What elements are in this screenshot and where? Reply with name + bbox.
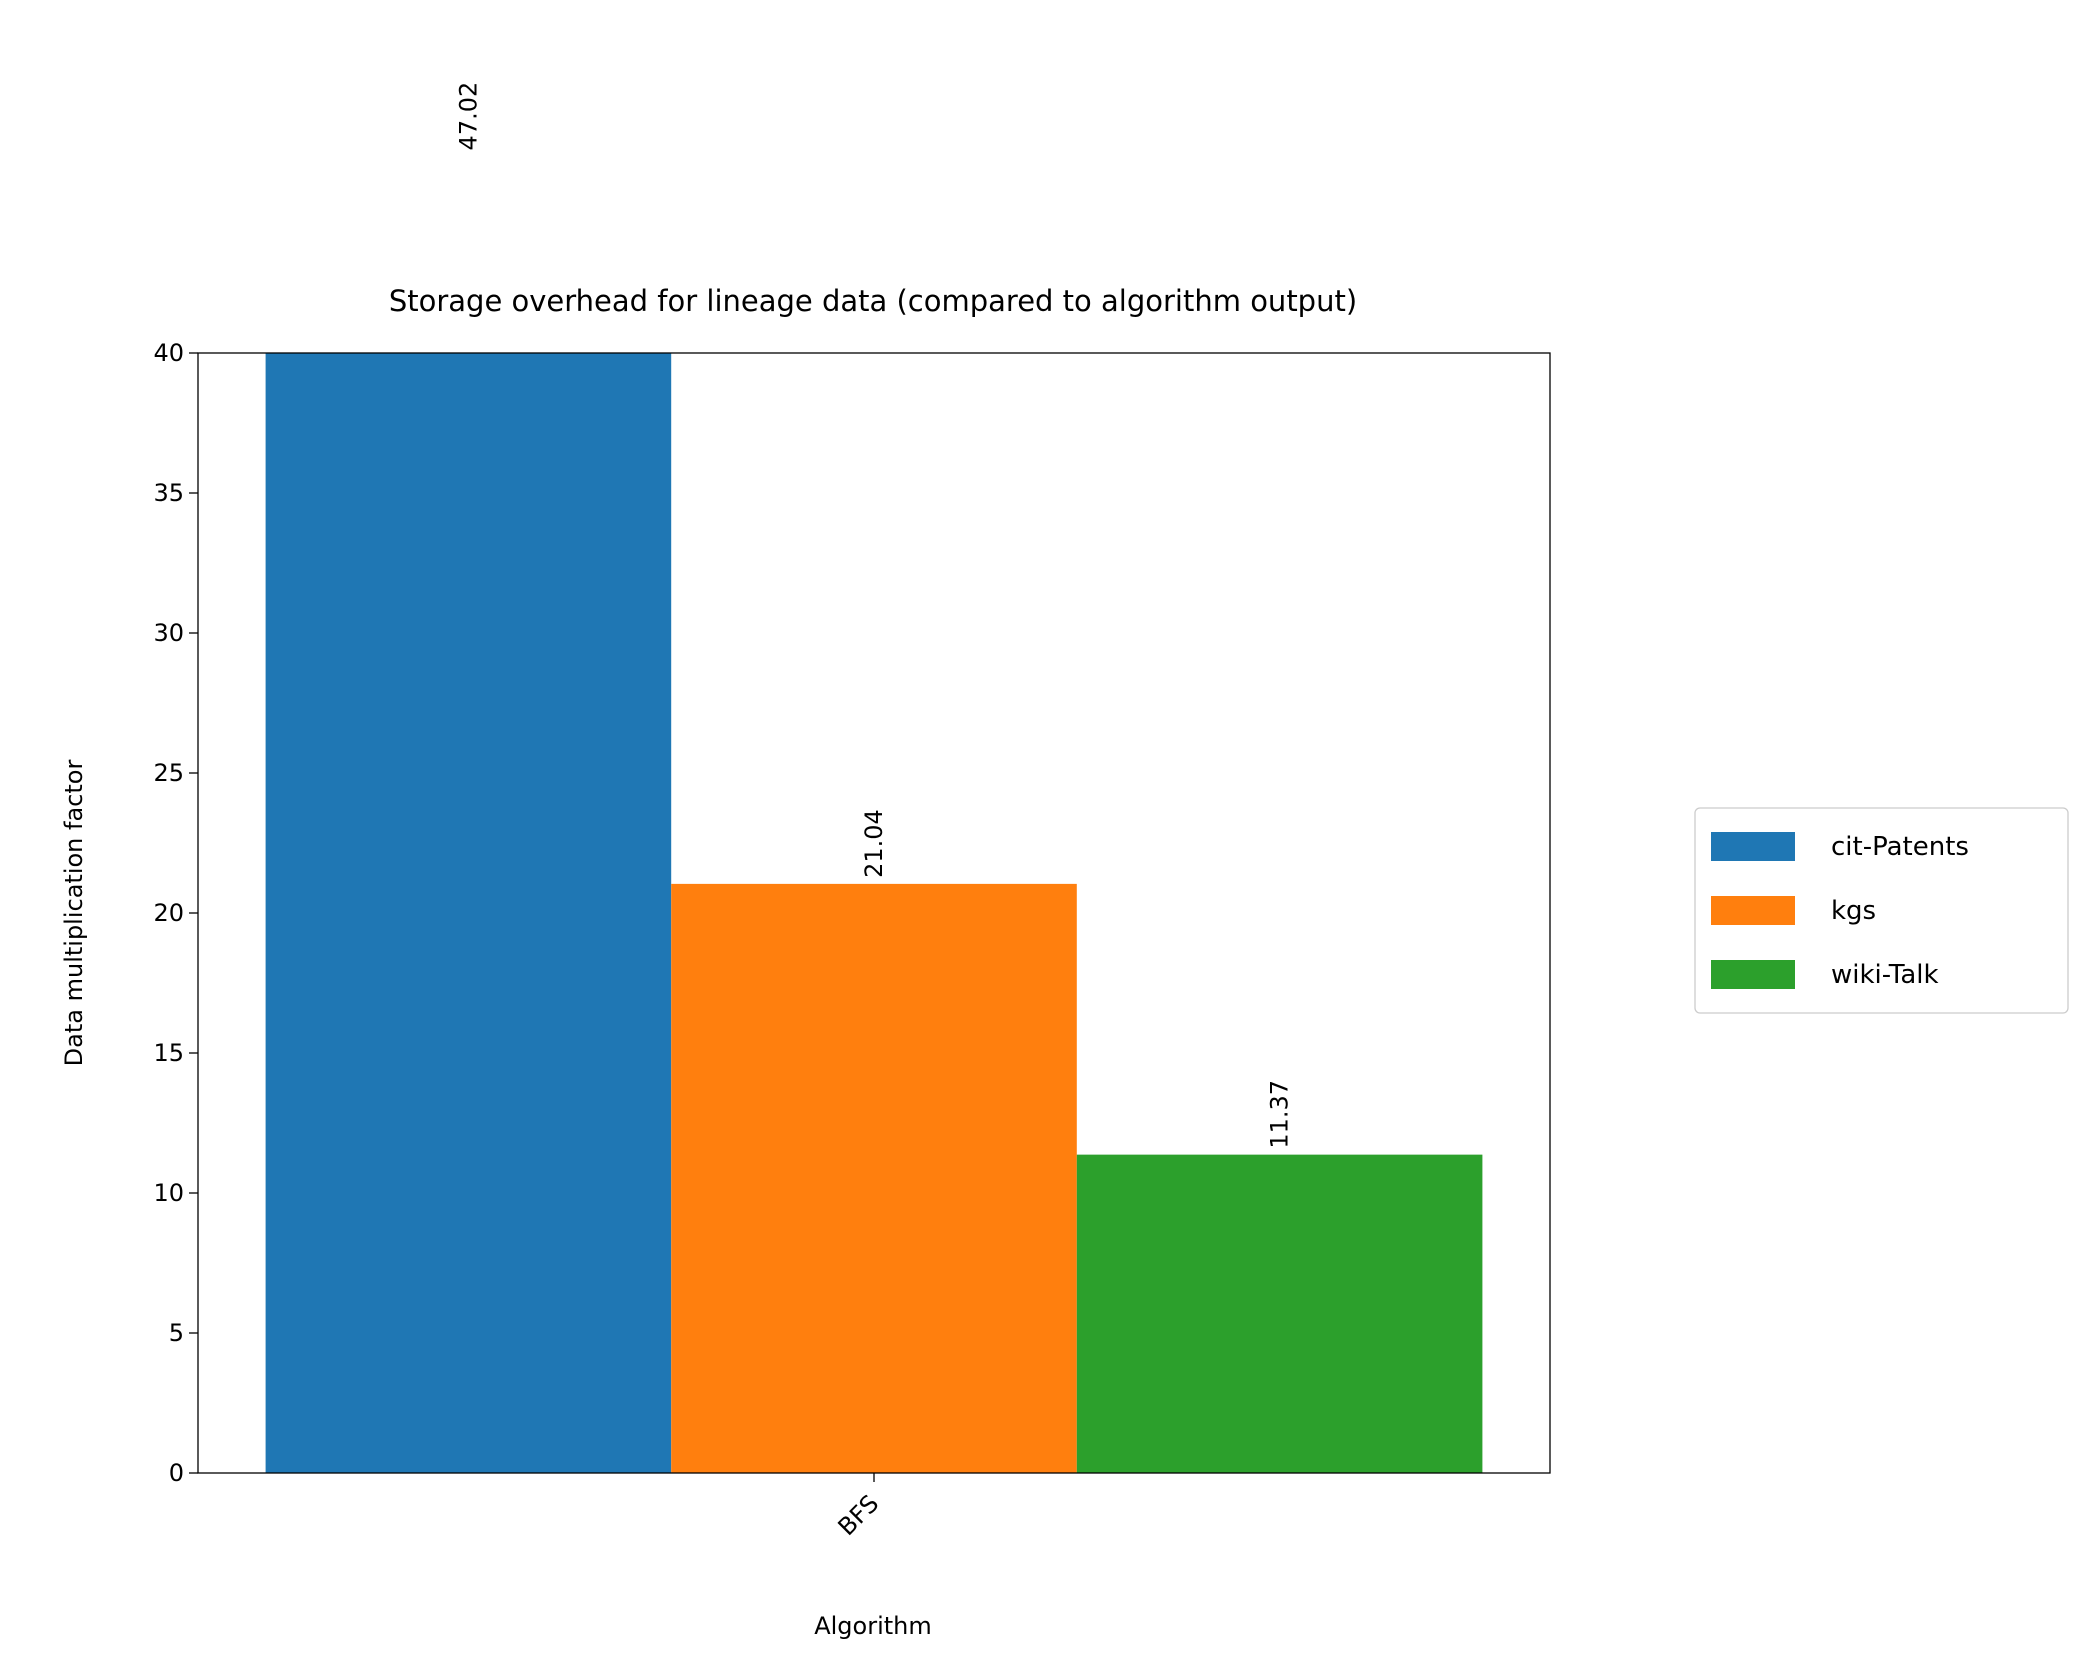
value-label: 21.04: [860, 809, 888, 878]
legend-label: cit-Patents: [1831, 832, 1969, 862]
x-axis-label: Algorithm: [814, 1612, 932, 1640]
value-label: 47.02: [454, 82, 482, 151]
legend-label: wiki-Talk: [1831, 960, 1939, 990]
y-axis-label: Data multiplication factor: [60, 760, 88, 1067]
y-tick-label: 5: [169, 1319, 184, 1347]
y-tick-label: 10: [153, 1179, 184, 1207]
legend-label: kgs: [1831, 896, 1876, 926]
bar: [265, 353, 672, 1473]
legend-swatch: [1711, 832, 1795, 861]
value-label: 11.37: [1266, 1080, 1294, 1149]
bar: [1076, 1154, 1483, 1473]
y-tick-label: 25: [153, 759, 184, 787]
y-tick-label: 15: [153, 1039, 184, 1067]
legend-swatch: [1711, 896, 1795, 925]
bar: [671, 883, 1077, 1473]
legend-swatch: [1711, 960, 1795, 989]
y-tick-label: 40: [153, 339, 184, 367]
y-tick-label: 35: [153, 479, 184, 507]
x-tick-label: BFS: [833, 1489, 885, 1541]
y-tick-label: 20: [153, 899, 184, 927]
plot-area: [265, 353, 1483, 1473]
y-tick-label: 30: [153, 619, 184, 647]
chart-title: Storage overhead for lineage data (compa…: [389, 284, 1357, 318]
axes-frame: [197, 352, 1551, 1474]
y-tick-label: 0: [169, 1459, 184, 1487]
